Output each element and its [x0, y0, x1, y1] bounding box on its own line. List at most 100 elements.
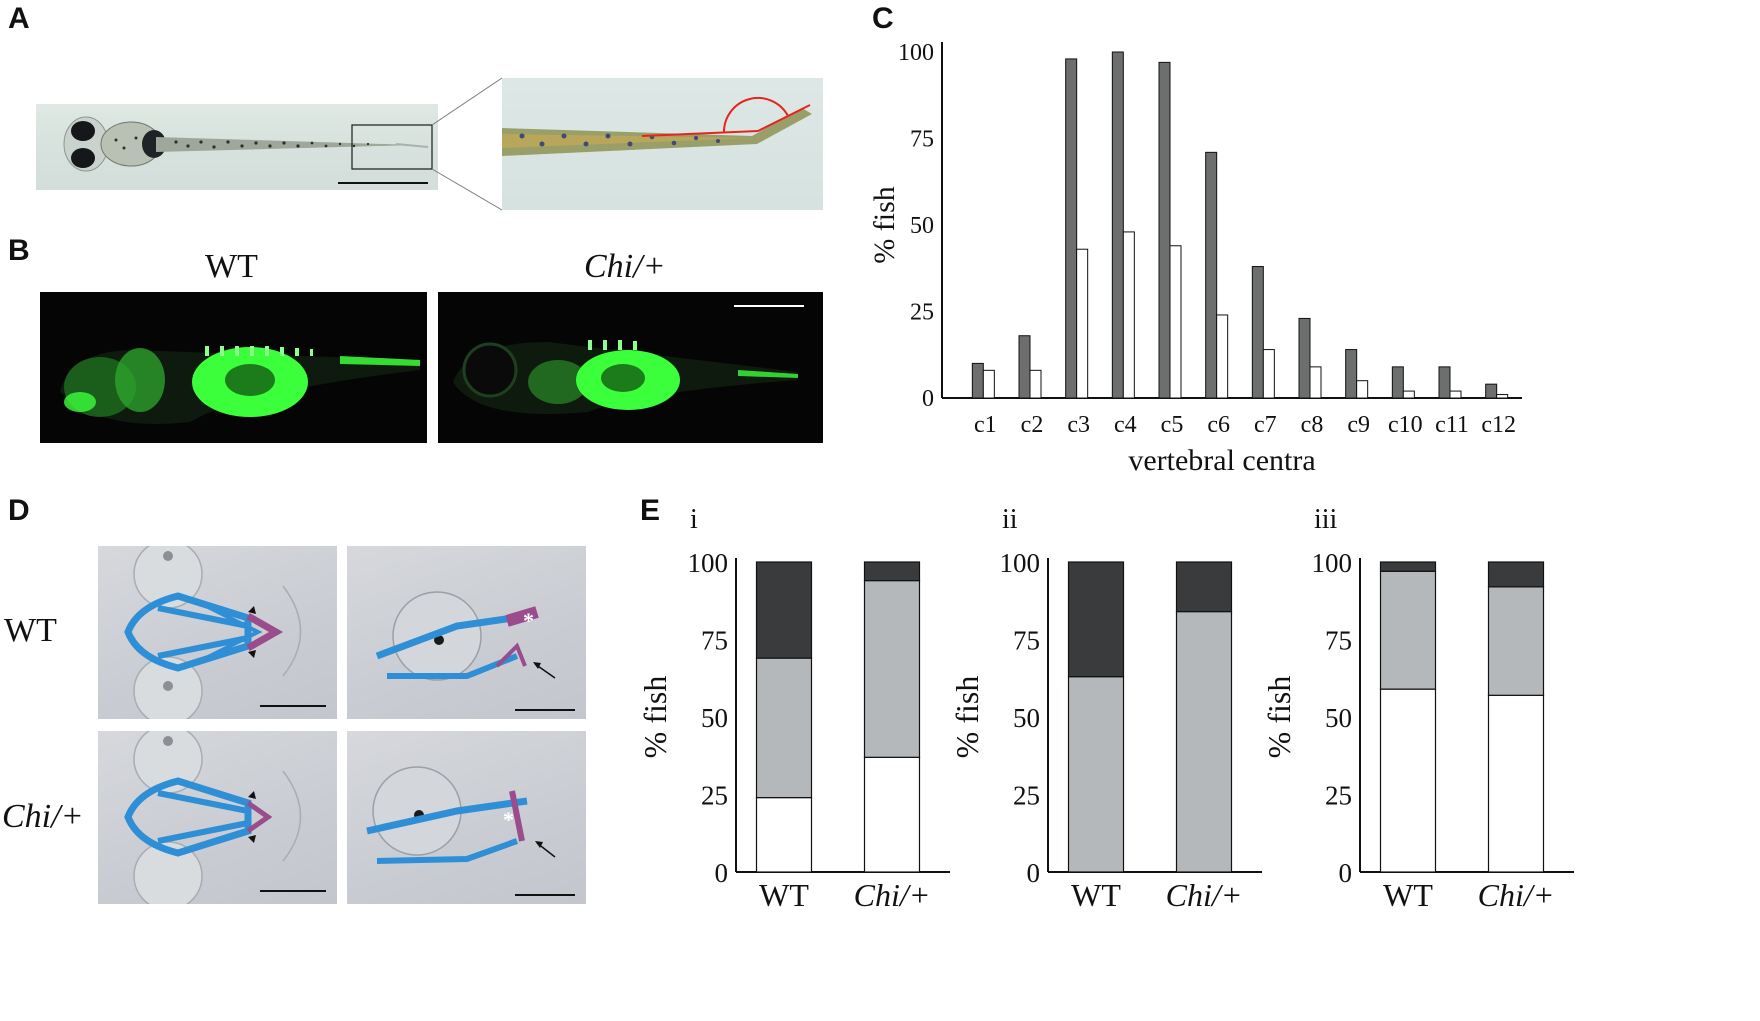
chart-c-bar-c3-s0 — [1065, 58, 1078, 399]
E-i-bar-wt-s1 — [755, 657, 813, 799]
E-iii-ytick-label-2: 50 — [1325, 703, 1352, 733]
E-i-bar-chi-s1 — [863, 579, 921, 758]
chart-c-ytick-label-3: 75 — [910, 127, 934, 153]
E-ii-ytick-label-2: 50 — [1013, 703, 1040, 733]
larva-dorsal-photo — [36, 104, 438, 190]
chart-c-xtick-label-c1: c1 — [974, 412, 997, 438]
chart-c-bar-c11-s1 — [1449, 390, 1462, 399]
zoom-connector-lines — [431, 77, 503, 211]
chart-c-bar-c5-s0 — [1158, 61, 1171, 399]
E-ii-xtick-label-wt: WT — [1071, 877, 1121, 913]
E-i-bar-chi-s0 — [863, 756, 921, 873]
label-wt-d: WT — [4, 612, 57, 649]
E-iii-ylabel: % fish — [1262, 676, 1297, 759]
chart-e-ii: ii 0 25 50 75 100 WT Chi/+ % fish — [950, 504, 1262, 913]
chart-c-bar-c12-s1 — [1496, 394, 1509, 399]
E-ii-ylabel: % fish — [950, 676, 985, 759]
chi-ventral-skeleton-photo — [98, 724, 337, 911]
wt-fluorescence-drawing — [60, 346, 420, 424]
chart-c-ytick-label-0: 0 — [922, 386, 934, 412]
chart-c-bar-c9-s0 — [1345, 349, 1358, 399]
E-ii-ytick-label-3: 75 — [1013, 626, 1040, 656]
E-i-xtick-label-chi: Chi/+ — [854, 877, 931, 913]
E-iii-bar-chi-s2 — [1487, 561, 1545, 588]
chart-c-xtick-label-c6: c6 — [1207, 412, 1230, 438]
E-i-xtick-label-wt: WT — [759, 877, 809, 913]
chart-c-bar-c6-s1 — [1216, 314, 1229, 399]
chart-c-bar-c12-s0 — [1485, 383, 1498, 399]
chart-c-bar-c2-s1 — [1029, 369, 1042, 399]
E-iii-bar-chi-s0 — [1487, 694, 1545, 873]
E-iii-ytick-label-1: 25 — [1325, 781, 1352, 811]
chart-c-bar-c7-s0 — [1251, 266, 1264, 399]
chart-c-xtick-label-c7: c7 — [1254, 412, 1277, 438]
E-ii-ytick-label-4: 100 — [1000, 548, 1041, 578]
E-iii-ytick-label-0: 0 — [1339, 858, 1353, 888]
chart-c-bar-c7-s1 — [1262, 349, 1275, 399]
larva-dorsal-drawing — [63, 116, 433, 184]
E-iii-xtick-label-wt: WT — [1383, 877, 1433, 913]
E-iii-ytick-label-4: 100 — [1312, 548, 1353, 578]
E-ii-xtick-label-chi: Chi/+ — [1166, 877, 1243, 913]
chart-e-iii: iii 0 25 50 75 100 WT Chi/+ % fish — [1262, 504, 1574, 913]
chart-c-xtick-label-c10: c10 — [1388, 412, 1423, 438]
panel-letter-c: C — [872, 2, 894, 35]
E-i-ytick-label-4: 100 — [688, 548, 729, 578]
chart-c-xtick-label-c11: c11 — [1435, 412, 1469, 438]
panel-letter-e: E — [640, 494, 661, 527]
chart-c-xtick-label-c8: c8 — [1301, 412, 1324, 438]
E-i-ytick-label-0: 0 — [715, 858, 729, 888]
wt-fluorescence-photo — [40, 292, 427, 443]
chi-fluorescence-photo — [438, 292, 823, 443]
chart-c-bar-c4-s0 — [1111, 51, 1124, 399]
E-ii-bar-wt-s2 — [1067, 561, 1125, 678]
chart-c-ytick-label-4: 100 — [898, 40, 934, 66]
chart-c-xlabel: vertebral centra — [1128, 444, 1315, 477]
chart-c-bar-c3-s1 — [1076, 248, 1089, 399]
chart-c-ytick-label-1: 25 — [910, 300, 934, 326]
E-i-ytick-label-3: 75 — [701, 626, 728, 656]
E-i-bar-chi-s2 — [863, 561, 921, 582]
tail-angle-drawing — [502, 97, 812, 156]
chart-c-bar-c10-s0 — [1391, 366, 1404, 399]
chi-lateral-skeleton-photo: * — [347, 731, 586, 904]
chart-c-bar-c8-s0 — [1298, 317, 1311, 399]
E-ii-bar-chi-s1 — [1175, 610, 1233, 873]
E-iii-bar-chi-s1 — [1487, 586, 1545, 696]
E-iii-ytick-label-3: 75 — [1325, 626, 1352, 656]
E-iii-sublabel: iii — [1314, 504, 1338, 535]
chart-e-i: i 0 25 50 75 100 WT Chi/+ % fish — [638, 504, 950, 913]
E-iii-bar-wt-s1 — [1379, 570, 1437, 690]
chart-c-bar-c9-s1 — [1356, 380, 1369, 399]
svg-text:*: * — [523, 608, 534, 633]
chart-c-bar-c2-s0 — [1018, 335, 1031, 399]
chart-c-bar-c1-s1 — [982, 369, 995, 399]
E-i-ylabel: % fish — [638, 676, 673, 759]
chart-c-bar-c10-s1 — [1402, 390, 1415, 399]
panel-letter-a: A — [8, 2, 30, 35]
E-ii-bar-chi-s2 — [1175, 561, 1233, 613]
E-iii-bar-wt-s0 — [1379, 688, 1437, 873]
label-chi-b: Chi/+ — [584, 248, 666, 285]
chart-c-bar-c8-s1 — [1309, 366, 1322, 399]
label-wt-b: WT — [205, 248, 258, 285]
wt-ventral-skeleton-photo — [98, 539, 337, 726]
panel-letter-d: D — [8, 494, 30, 527]
chart-c-bar-c1-s0 — [971, 362, 984, 399]
E-iii-xtick-label-chi: Chi/+ — [1478, 877, 1555, 913]
chi-fluorescence-drawing — [453, 305, 804, 414]
E-iii-bar-wt-s2 — [1379, 561, 1437, 572]
E-i-bar-wt-s2 — [755, 561, 813, 659]
chart-c-bar-c5-s1 — [1169, 245, 1182, 399]
E-ii-ytick-label-1: 25 — [1013, 781, 1040, 811]
E-i-ytick-label-1: 25 — [701, 781, 728, 811]
chart-c-vertebral-centra: 0 25 50 75 100 c1 c2 c3 c4 c5 c6 c7 c8 c9 c10 c11 c12 ver… — [868, 40, 1522, 477]
chart-c-xtick-label-c12: c12 — [1481, 412, 1516, 438]
chi-ventral-skeleton-drawing — [124, 724, 326, 911]
E-ii-sublabel: ii — [1002, 504, 1018, 535]
chart-c-xtick-label-c2: c2 — [1021, 412, 1044, 438]
chart-c-bar-c11-s0 — [1438, 366, 1451, 399]
chart-c-ytick-label-2: 50 — [910, 213, 934, 239]
wt-lateral-skeleton-drawing: * — [375, 591, 575, 711]
wt-ventral-skeleton-drawing — [124, 539, 326, 726]
